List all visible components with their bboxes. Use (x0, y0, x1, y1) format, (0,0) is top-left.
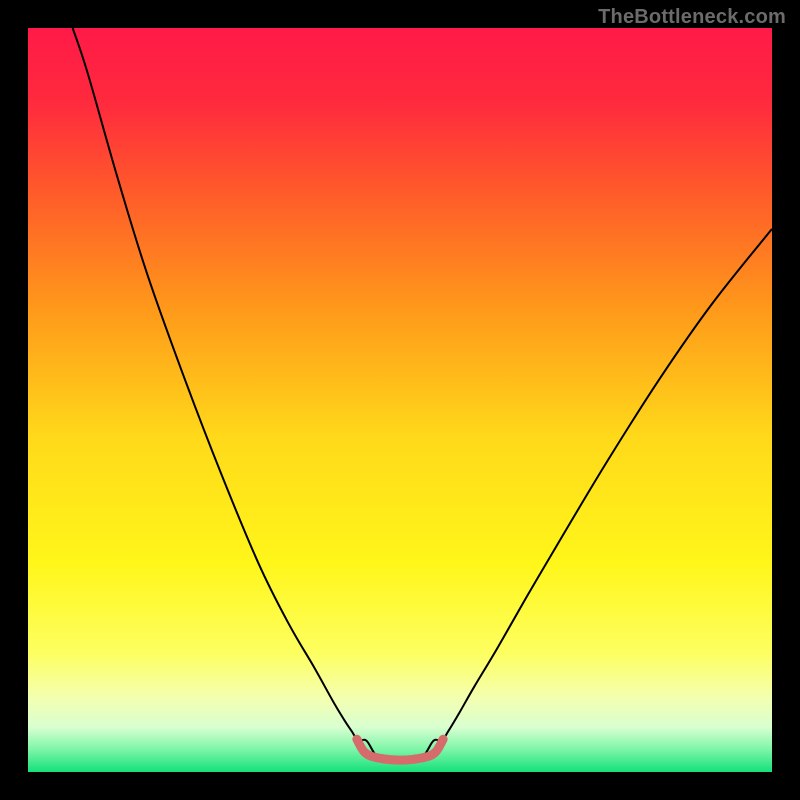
plot-svg (28, 28, 772, 772)
chart-frame: TheBottleneck.com (0, 0, 800, 800)
gradient-background (28, 28, 772, 772)
plot-area (28, 28, 772, 772)
watermark-text: TheBottleneck.com (598, 6, 786, 29)
